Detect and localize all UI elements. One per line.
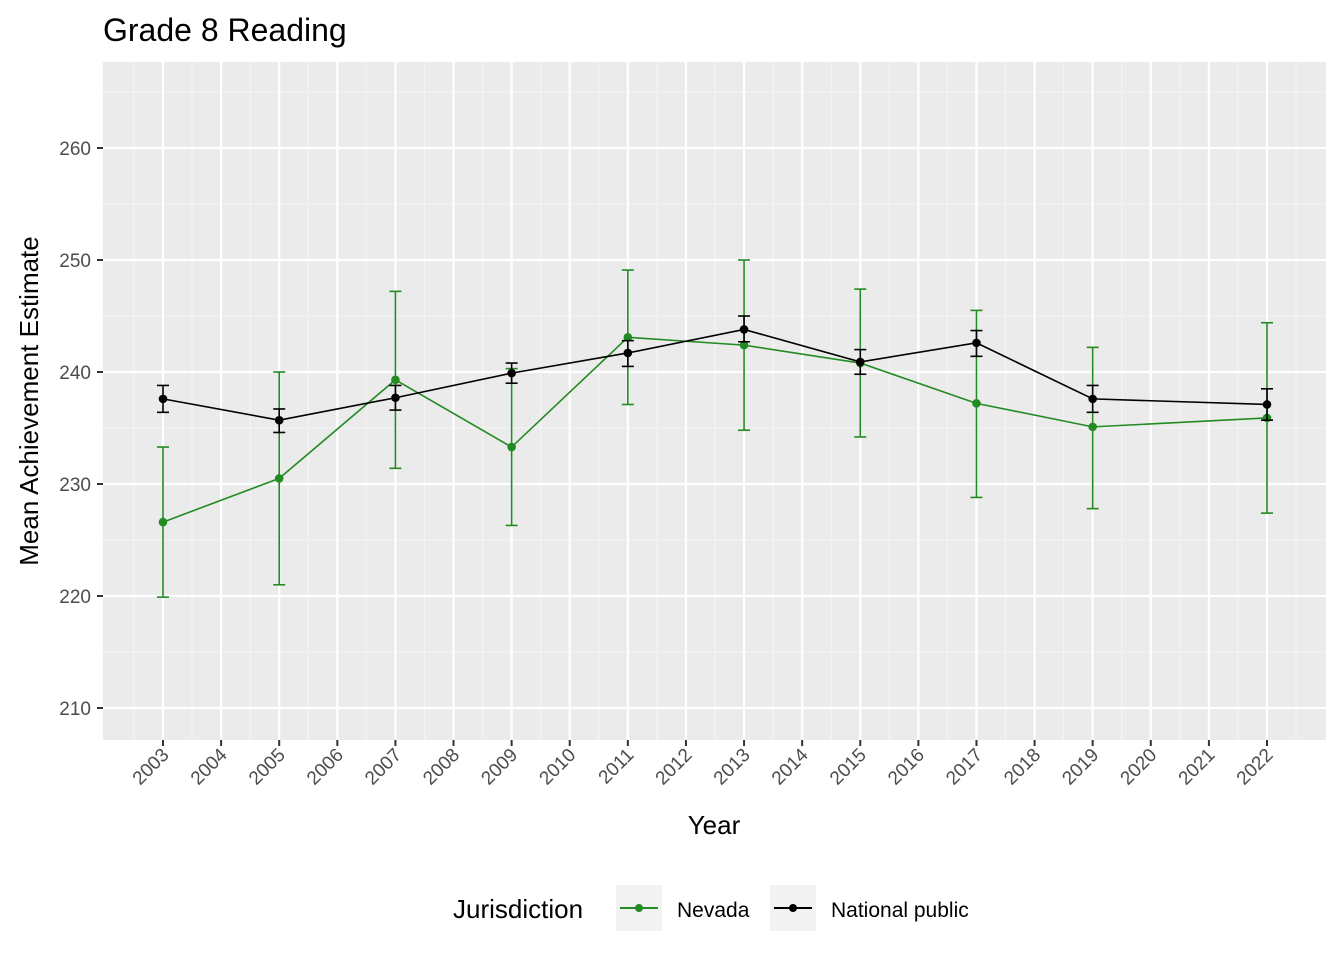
data-point-national-public: [855, 357, 865, 367]
x-tick-label: 2011: [595, 745, 639, 789]
data-point-national-public: [1262, 400, 1272, 409]
y-tick-label: 230: [59, 475, 91, 496]
x-tick-label: 2004: [187, 744, 232, 789]
legend-item-nevada: Nevada: [616, 885, 750, 931]
x-tick-label: 2018: [1000, 745, 1045, 790]
data-point-national-public: [158, 394, 168, 404]
x-tick-label: 2005: [245, 745, 290, 790]
y-tick-label: 210: [59, 699, 91, 720]
data-point-nevada: [507, 442, 516, 452]
data-point-nevada: [623, 332, 633, 342]
x-tick-label: 2007: [361, 745, 406, 790]
data-point-nevada: [739, 340, 749, 350]
minor-gridlines: [103, 62, 1326, 740]
x-tick-label: 2016: [884, 745, 929, 790]
y-tick-label: 220: [59, 587, 91, 608]
x-tick-label: 2020: [1117, 745, 1162, 790]
series-line-national-public: [162, 328, 1268, 421]
x-axis-label: Year: [688, 810, 741, 840]
data-point-national-public: [507, 368, 516, 378]
x-tick-label: 2012: [652, 745, 697, 790]
data-point-national-public: [274, 415, 284, 425]
series-national-public: [157, 315, 1273, 434]
data-point-national-public: [623, 348, 633, 358]
legend-key-point-nevada: [635, 904, 643, 912]
data-point-national-public: [739, 325, 749, 334]
y-tick-label: 260: [59, 139, 91, 160]
data-point-national-public: [1088, 394, 1097, 404]
legend-item-national-public: National public: [770, 885, 969, 931]
y-axis-label: Mean Achievement Estimate: [14, 236, 44, 566]
data-point-nevada: [1088, 422, 1097, 432]
x-tick-label: 2021: [1175, 745, 1220, 790]
legend: Jurisdiction Nevada National public: [453, 885, 969, 931]
data-point-nevada: [972, 399, 981, 408]
y-tick-label: 250: [59, 251, 91, 272]
x-tick-label: 2013: [710, 745, 755, 790]
x-tick-label: 2014: [768, 744, 813, 789]
y-tick-label: 240: [59, 363, 91, 384]
legend-key-point-national-public: [789, 904, 797, 912]
x-axis-ticks: 2003 2004 2005 2006 2007 2008 2009 2010 2011 2012…: [129, 740, 1278, 789]
x-tick-label: 2003: [129, 745, 174, 790]
data-point-national-public: [391, 393, 400, 403]
x-tick-label: 2022: [1233, 745, 1278, 790]
data-point-national-public: [972, 338, 981, 348]
legend-label-national-public: National public: [831, 899, 969, 922]
chart-title: Grade 8 Reading: [103, 12, 347, 48]
x-tick-label: 2010: [536, 745, 581, 790]
x-tick-label: 2017: [942, 745, 987, 790]
x-tick-label: 2015: [826, 745, 871, 790]
y-axis-ticks: 210 220 230 240 250 260: [59, 139, 103, 720]
x-tick-label: 2008: [419, 745, 464, 790]
data-point-nevada: [391, 375, 400, 385]
x-tick-label: 2009: [477, 745, 522, 790]
x-tick-label: 2019: [1058, 745, 1103, 790]
legend-label-nevada: Nevada: [677, 899, 750, 922]
x-tick-label: 2006: [303, 745, 348, 790]
data-point-nevada: [274, 474, 284, 483]
series-layer: [157, 259, 1273, 598]
legend-title: Jurisdiction: [453, 894, 583, 924]
data-point-nevada: [158, 517, 168, 527]
